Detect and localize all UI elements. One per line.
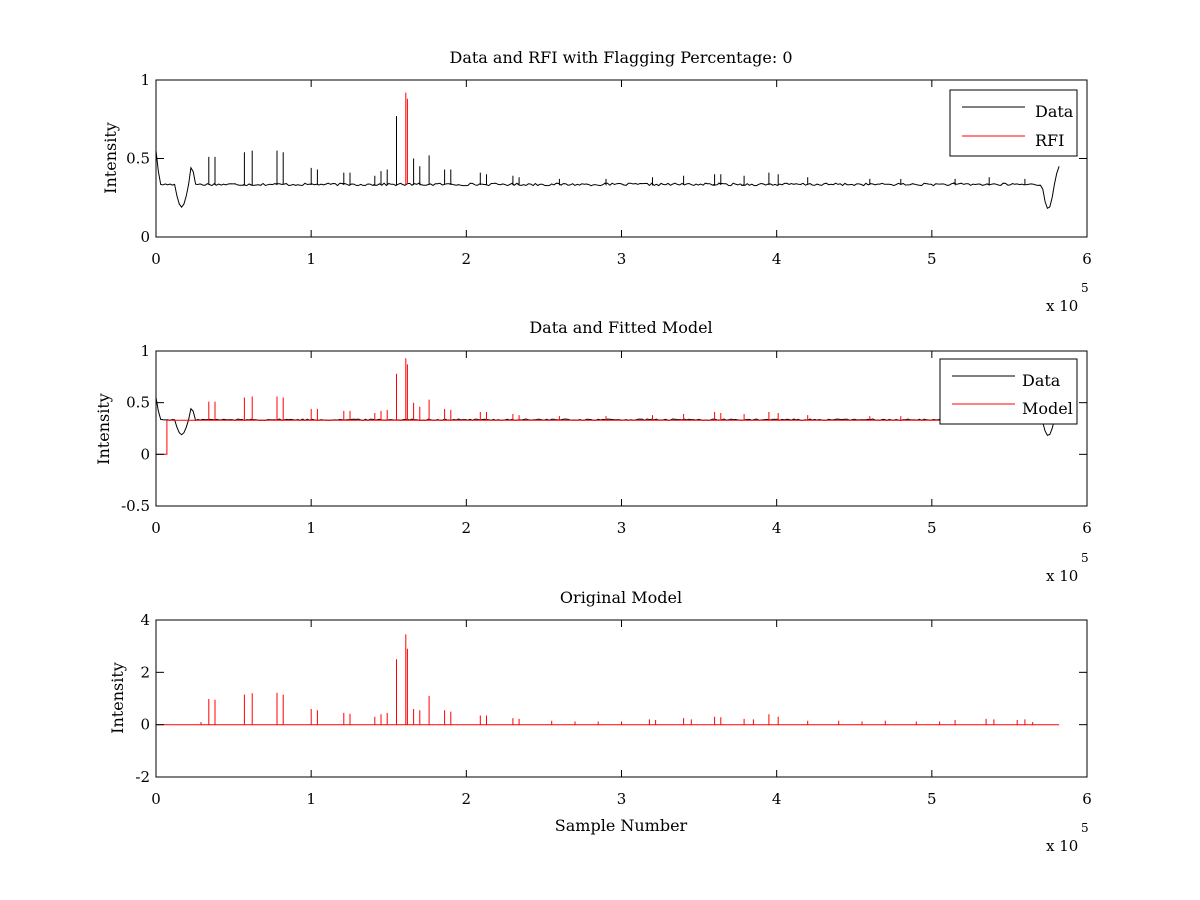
y-tick-label: 0	[140, 716, 150, 734]
x-tick-label: 4	[772, 250, 782, 268]
series-layer	[156, 634, 1060, 726]
x-tick-label: 1	[306, 250, 316, 268]
legend-label-data: Data	[1035, 102, 1074, 121]
series-line-data	[156, 116, 1060, 210]
y-tick-label: 0	[140, 228, 150, 246]
legend-label-data: Data	[1022, 371, 1061, 390]
x-tick-label: 0	[151, 790, 161, 808]
y-tick-label: 0	[140, 445, 150, 463]
y-tick-label: 0.5	[126, 394, 150, 412]
series-layer	[156, 358, 1060, 455]
chart-title: Data and Fitted Model	[529, 318, 712, 337]
x-tick-label: 4	[772, 790, 782, 808]
x-tick-label: 2	[462, 519, 472, 537]
subplot-data-rfi: 0 1 2 3 4 5 6 0 0.5 1 Data and RFI with Flagging …	[101, 48, 1092, 315]
y-tick-label: 2	[140, 663, 150, 681]
x-exponent-base: x 10	[1046, 837, 1078, 855]
y-tick-label: 1	[140, 71, 150, 89]
subplot-data-fitted-model: 0 1 2 3 4 5 6-0.500.51 Data and Fitted Model I…	[94, 318, 1092, 585]
x-tick-label: 6	[1082, 790, 1092, 808]
axes-frame	[155, 619, 1088, 778]
series-line-rfi	[405, 92, 408, 185]
legend-label-rfi: RFI	[1035, 131, 1064, 150]
x-tick-label: 1	[306, 790, 316, 808]
x-exponent-base: x 10	[1046, 297, 1078, 315]
x-tick-label: 5	[927, 519, 937, 537]
chart-title: Data and RFI with Flagging Percentage: 0	[449, 48, 792, 67]
x-tick-label: 1	[306, 519, 316, 537]
x-axis-label: Sample Number	[555, 816, 688, 835]
ticks-layer: 0 1 2 3 4 5 6 0 0.5 1	[126, 71, 1092, 268]
x-tick-label: 5	[927, 250, 937, 268]
y-tick-label: -2	[135, 768, 150, 786]
y-axis-label: Intensity	[108, 662, 127, 734]
series-line-data	[156, 397, 1060, 437]
x-tick-label: 3	[617, 250, 627, 268]
x-tick-label: 3	[617, 519, 627, 537]
x-exponent-power: 5	[1081, 281, 1089, 295]
series-layer	[156, 92, 1060, 210]
x-tick-label: 4	[772, 519, 782, 537]
x-tick-label: 2	[462, 250, 472, 268]
y-axis-label: Intensity	[101, 122, 120, 194]
x-exponent-power: 5	[1081, 551, 1089, 565]
x-exponent-base: x 10	[1046, 567, 1078, 585]
series-line-model	[156, 634, 1060, 726]
legend: Data Model	[939, 358, 1078, 425]
x-tick-label: 2	[462, 790, 472, 808]
axes-frame	[155, 79, 1088, 238]
legend-label-model: Model	[1022, 399, 1073, 418]
ticks-layer: 0 1 2 3 4 5 6-0.500.51	[121, 342, 1092, 537]
x-tick-label: 6	[1082, 519, 1092, 537]
x-exponent-power: 5	[1081, 821, 1089, 835]
chart-title: Original Model	[560, 588, 682, 607]
legend-box	[939, 358, 1078, 425]
series-line-model	[156, 358, 1026, 455]
legend-box	[949, 89, 1078, 157]
x-tick-label: 6	[1082, 250, 1092, 268]
y-tick-label: -0.5	[121, 497, 150, 515]
x-tick-label: 3	[617, 790, 627, 808]
y-tick-label: 1	[140, 342, 150, 360]
x-tick-label: 5	[927, 790, 937, 808]
x-tick-label: 0	[151, 250, 161, 268]
x-tick-label: 0	[151, 519, 161, 537]
y-tick-label: 4	[140, 611, 150, 629]
y-axis-label: Intensity	[94, 393, 113, 465]
y-tick-label: 0.5	[126, 150, 150, 168]
legend: Data RFI	[949, 89, 1078, 157]
